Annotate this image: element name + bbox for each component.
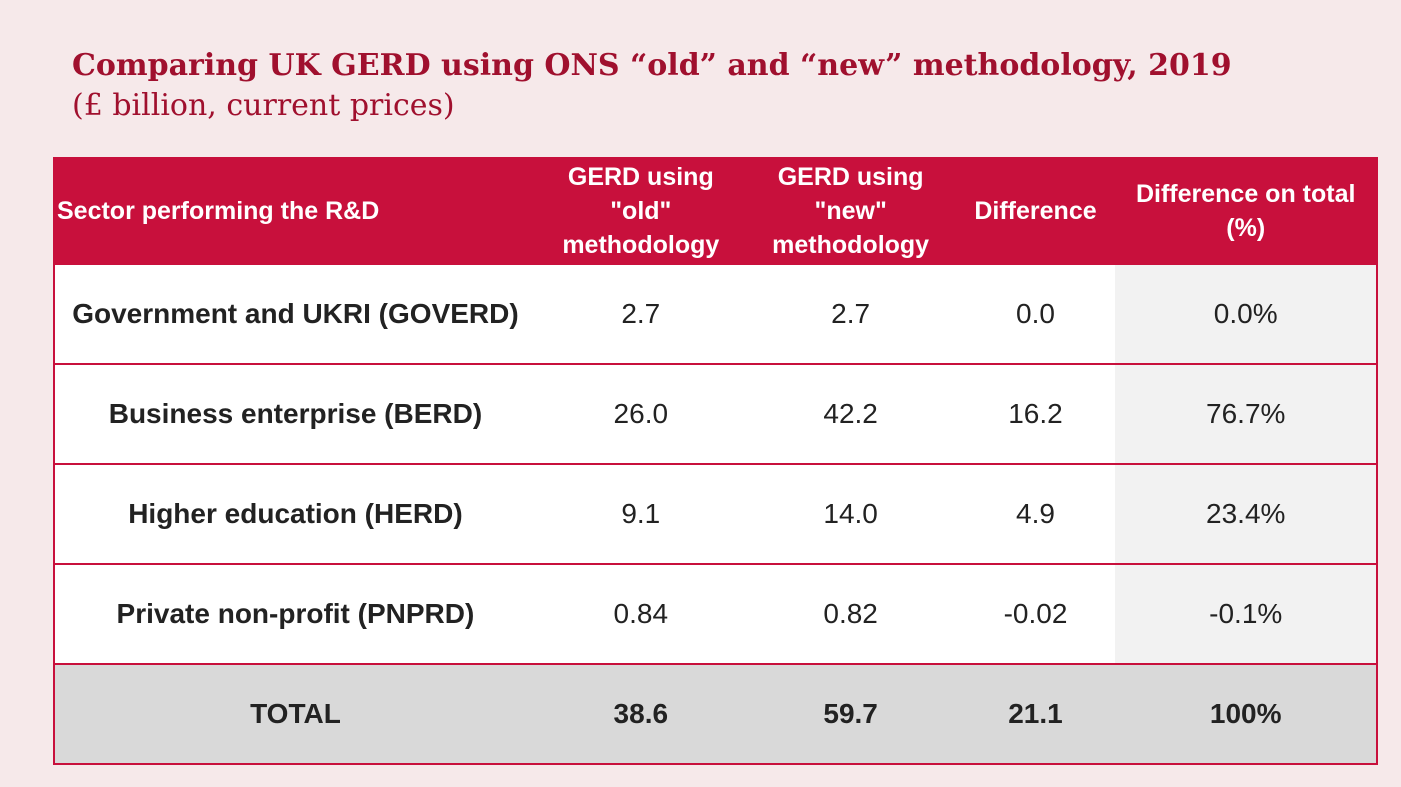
total-label: TOTAL	[54, 664, 536, 765]
row-pct: 0.0%	[1115, 264, 1377, 365]
table-total-row: TOTAL 38.6 59.7 21.1 100%	[54, 664, 1377, 765]
header-difference: Difference	[955, 158, 1116, 265]
total-old: 38.6	[535, 664, 746, 765]
page-title: Comparing UK GERD using ONS “old” and “n…	[72, 48, 1232, 83]
row-new: 14.0	[745, 464, 956, 565]
table-row: Government and UKRI (GOVERD) 2.7 2.7 0.0…	[54, 264, 1377, 365]
row-difference: 0.0	[955, 264, 1116, 365]
row-pct: 76.7%	[1115, 364, 1377, 465]
header-sector: Sector performing the R&D	[54, 158, 536, 265]
total-difference: 21.1	[955, 664, 1116, 765]
row-new: 2.7	[745, 264, 956, 365]
row-new: 0.82	[745, 564, 956, 665]
total-new: 59.7	[745, 664, 956, 765]
table-header-row: Sector performing the R&D GERD using "ol…	[54, 158, 1377, 265]
header-old-methodology: GERD using "old" methodology	[535, 158, 746, 265]
row-pct: -0.1%	[1115, 564, 1377, 665]
row-sector: Higher education (HERD)	[54, 464, 536, 565]
row-sector: Government and UKRI (GOVERD)	[54, 264, 536, 365]
title-block: Comparing UK GERD using ONS “old” and “n…	[72, 46, 1232, 126]
row-pct: 23.4%	[1115, 464, 1377, 565]
row-difference: 4.9	[955, 464, 1116, 565]
row-difference: -0.02	[955, 564, 1116, 665]
row-old: 0.84	[535, 564, 746, 665]
table-row: Higher education (HERD) 9.1 14.0 4.9 23.…	[54, 464, 1377, 565]
row-new: 42.2	[745, 364, 956, 465]
gerd-comparison-table: Sector performing the R&D GERD using "ol…	[53, 157, 1378, 765]
row-old: 9.1	[535, 464, 746, 565]
page-subtitle: (£ billion, current prices)	[72, 88, 455, 123]
row-sector: Private non-profit (PNPRD)	[54, 564, 536, 665]
row-old: 26.0	[535, 364, 746, 465]
row-old: 2.7	[535, 264, 746, 365]
total-pct: 100%	[1115, 664, 1377, 765]
header-new-methodology: GERD using "new" methodology	[745, 158, 956, 265]
table-row: Private non-profit (PNPRD) 0.84 0.82 -0.…	[54, 564, 1377, 665]
row-difference: 16.2	[955, 364, 1116, 465]
row-sector: Business enterprise (BERD)	[54, 364, 536, 465]
header-difference-pct: Difference on total (%)	[1115, 158, 1377, 265]
table-row: Business enterprise (BERD) 26.0 42.2 16.…	[54, 364, 1377, 465]
